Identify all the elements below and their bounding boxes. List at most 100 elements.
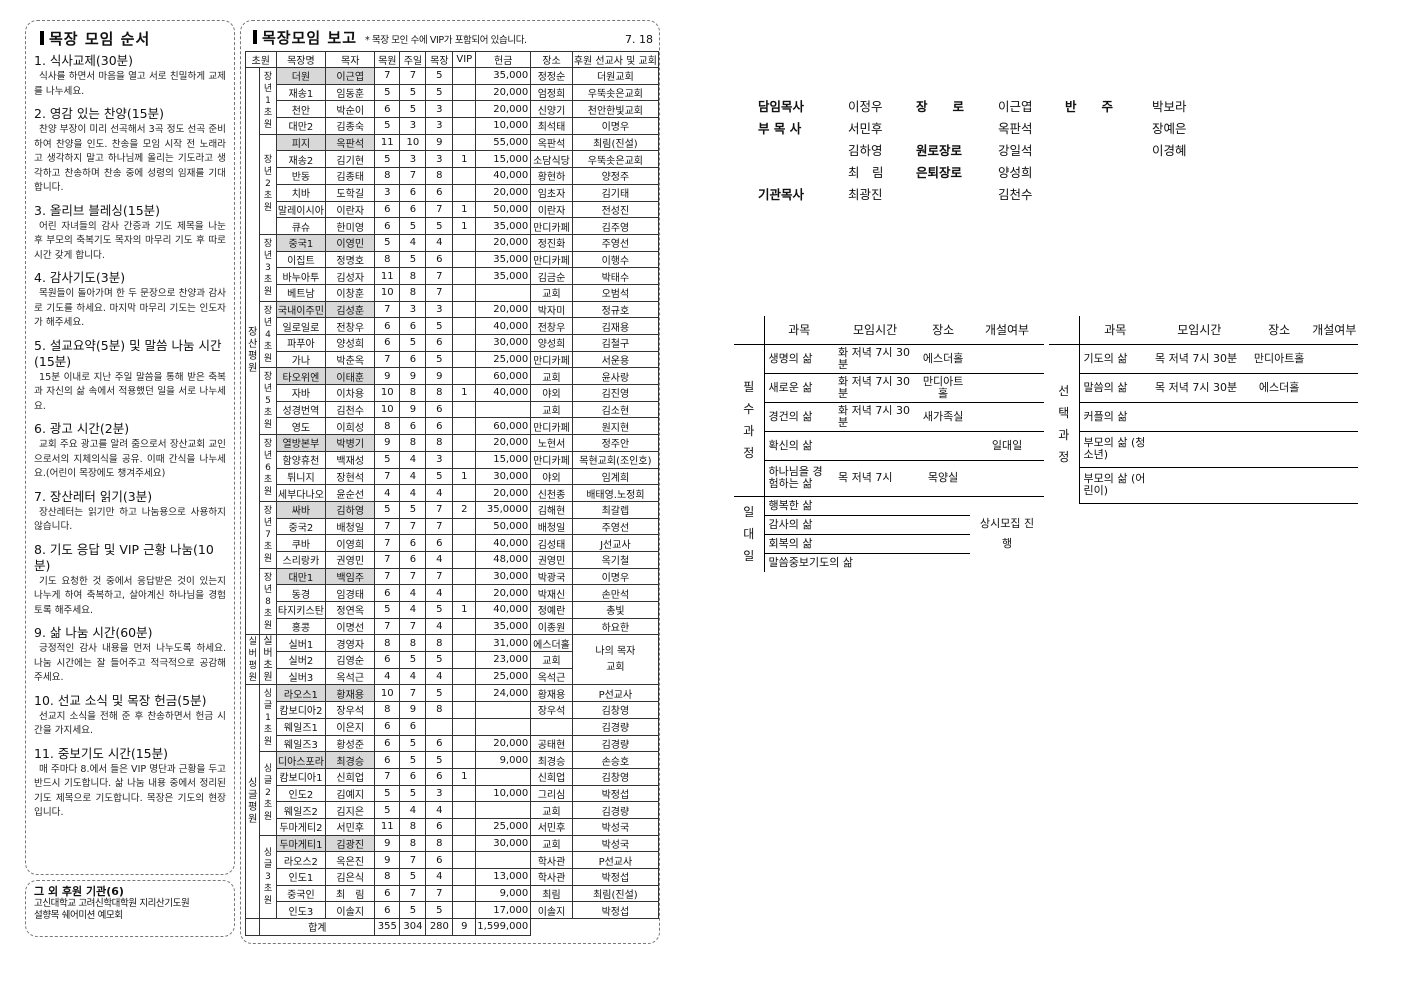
table-row: 캄보디아1 신희업 7 6 6 1 신희업 김창영 bbox=[246, 767, 660, 786]
vip-count-cell: 1 bbox=[452, 384, 477, 402]
offering-cell: 20,000 bbox=[475, 584, 532, 602]
table-row: 천안 박순이 6 5 3 20,000 신양기 천안한빛교회 bbox=[246, 100, 660, 119]
support-cell: 서운용 bbox=[571, 350, 660, 369]
chowon-label: 장년8초원 bbox=[259, 567, 277, 636]
table-row: 장년7초원 싸바 김하영 5 5 7 2 35,0000 김해현 최갈렙 bbox=[246, 500, 660, 569]
offering-cell bbox=[475, 283, 532, 302]
mokjang-name-cell: 두마게티2 bbox=[275, 817, 327, 836]
mokjang-name-cell: 재송2 bbox=[275, 150, 327, 169]
mokjang-name-cell: 동경 bbox=[275, 584, 327, 602]
mokja-cell: 정연옥 bbox=[325, 601, 376, 619]
offering-cell: 35,0000 bbox=[475, 500, 532, 519]
order-item-title: 2. 영감 있는 찬양(15분) bbox=[34, 106, 165, 121]
place-cell: 야외 bbox=[530, 384, 573, 402]
course-name: 말씀의 삶 bbox=[1079, 372, 1151, 402]
mokjang-report-panel: 목장모임 보고 * 목장 모인 수에 VIP가 포함되어 있습니다. 7. 18… bbox=[240, 20, 660, 944]
total-money: 1,599,000 bbox=[475, 918, 532, 936]
vip-count-cell bbox=[452, 317, 477, 335]
mokja-cell: 박춘옥 bbox=[325, 350, 376, 369]
juil-count-cell: 7 bbox=[399, 684, 427, 703]
offering-cell: 35,000 bbox=[475, 250, 532, 269]
mokwon-count-cell: 4 bbox=[374, 667, 401, 686]
table-row: 중국2 배청일 7 7 7 50,000 배청일 주영선 bbox=[246, 517, 660, 536]
course-name: 행복한 삶 bbox=[764, 495, 971, 515]
course-name: 새로운 삶 bbox=[764, 372, 834, 402]
place-cell: 박재신 bbox=[530, 584, 573, 602]
mokjang-count-cell: 8 bbox=[425, 434, 454, 452]
offering-cell bbox=[475, 851, 532, 869]
vip-count-cell bbox=[452, 183, 477, 202]
place-cell: 이란자 bbox=[530, 200, 573, 219]
mokjang-name-cell: 바누아투 bbox=[275, 267, 327, 285]
juil-count-cell: 6 bbox=[399, 183, 427, 202]
juil-count-cell: 4 bbox=[399, 584, 427, 602]
offering-cell: 40,000 bbox=[475, 317, 532, 335]
mokja-cell: 김광진 bbox=[325, 834, 376, 853]
mokjang-count-cell: 5 bbox=[425, 67, 454, 85]
offering-cell: 20,000 bbox=[475, 183, 532, 202]
pyeongwon-label: 장산평원 bbox=[244, 66, 261, 636]
juil-count-cell: 3 bbox=[399, 300, 427, 319]
mokja-cell: 황성준 bbox=[325, 734, 376, 753]
course-category-label: 일대일 bbox=[743, 505, 755, 564]
support-cell: 하요한 bbox=[571, 617, 660, 636]
order-item-body: 기도 요청한 것 중에서 응답받은 것이 있는지 나누게 하여 축복하고, 살아… bbox=[34, 575, 226, 616]
pyeongwon-label: 실버평원 bbox=[244, 634, 261, 686]
offering-cell: 30,000 bbox=[475, 834, 532, 853]
mokjang-count-cell: 4 bbox=[425, 233, 454, 252]
course-column-header: 과목 bbox=[1079, 316, 1151, 345]
mokjang-count-cell: 5 bbox=[425, 467, 454, 486]
course-status bbox=[1310, 401, 1358, 431]
course-name: 회복의 삶 bbox=[764, 533, 971, 553]
column-header: 장소 bbox=[530, 51, 573, 68]
support-cell: 최갈렙 bbox=[571, 500, 660, 519]
support-cell: 옥기철 bbox=[571, 550, 660, 569]
vip-count-cell bbox=[452, 450, 477, 469]
support-cell: 손승호 bbox=[571, 751, 660, 769]
staff-label: 부 목 사 bbox=[758, 121, 802, 136]
order-item: 9. 삶 나눔 시간(60분) 긍정적인 감사 내용을 먼저 나누도록 하세요. … bbox=[34, 625, 226, 686]
vip-count-cell bbox=[452, 117, 477, 135]
course-header-row: 과목 모임시간 장소 개설여부 bbox=[1049, 316, 1358, 345]
offering-cell: 30,000 bbox=[475, 334, 532, 352]
vip-count-cell bbox=[452, 283, 477, 302]
support-cell: 주영선 bbox=[571, 233, 660, 252]
support-cell: 양정주 bbox=[571, 167, 660, 185]
mokwon-count-cell: 7 bbox=[374, 617, 401, 636]
mokjang-name-cell: 캄보디아2 bbox=[275, 701, 327, 719]
mokja-cell: 백재성 bbox=[325, 450, 376, 469]
mokjang-count-cell: 8 bbox=[425, 834, 454, 853]
mokjang-count-cell: 7 bbox=[425, 884, 454, 903]
mokjang-name-cell: 인도3 bbox=[275, 901, 327, 920]
table-row: 튀니지 장현석 7 4 5 1 30,000 야외 임계희 bbox=[246, 467, 660, 486]
chowon-label: 장년5초원 bbox=[259, 367, 277, 436]
mokwon-count-cell: 10 bbox=[374, 283, 401, 302]
mokjang-name-cell: 일로일로 bbox=[275, 317, 327, 335]
staff-name: 이경혜 bbox=[1152, 143, 1187, 158]
order-item-body: 목원들이 돌아가며 한 두 문장으로 찬양과 감사로 기도를 하세요. 마지막 … bbox=[34, 288, 226, 328]
juil-count-cell: 5 bbox=[399, 784, 427, 803]
mokjang-count-cell: 4 bbox=[425, 584, 454, 602]
vip-count-cell bbox=[452, 517, 477, 536]
mokjang-count-cell: 6 bbox=[425, 734, 454, 753]
mokjang-count-cell: 5 bbox=[425, 217, 454, 235]
mokjang-count-cell: 5 bbox=[425, 317, 454, 335]
place-cell: 배청일 bbox=[530, 517, 573, 536]
mokjang-name-cell: 천안 bbox=[275, 100, 327, 119]
mokjang-count-cell: 8 bbox=[425, 167, 454, 185]
place-cell: 옥판석 bbox=[530, 133, 573, 152]
mokja-cell: 이란자 bbox=[325, 200, 376, 219]
course-column-header: 개설여부 bbox=[970, 316, 1044, 345]
mokjang-name-cell: 웨일즈2 bbox=[275, 801, 327, 819]
place-cell: 신천종 bbox=[530, 484, 573, 502]
offering-cell: 10,000 bbox=[475, 117, 532, 135]
pyeongwon-label: 싱글평원 bbox=[244, 684, 261, 920]
mokjang-name-cell: 싸바 bbox=[275, 500, 327, 519]
order-item-body: 식사를 하면서 마음을 열고 서로 친밀하게 교제를 나누세요. bbox=[34, 71, 226, 97]
mokjang-count-cell: 7 bbox=[425, 200, 454, 219]
mokwon-count-cell: 5 bbox=[374, 784, 401, 803]
chowon-label: 싱글1초원 bbox=[259, 684, 277, 753]
juil-count-cell: 4 bbox=[399, 450, 427, 469]
vip-count-cell bbox=[452, 267, 477, 285]
place-cell: 최림 bbox=[530, 884, 573, 903]
